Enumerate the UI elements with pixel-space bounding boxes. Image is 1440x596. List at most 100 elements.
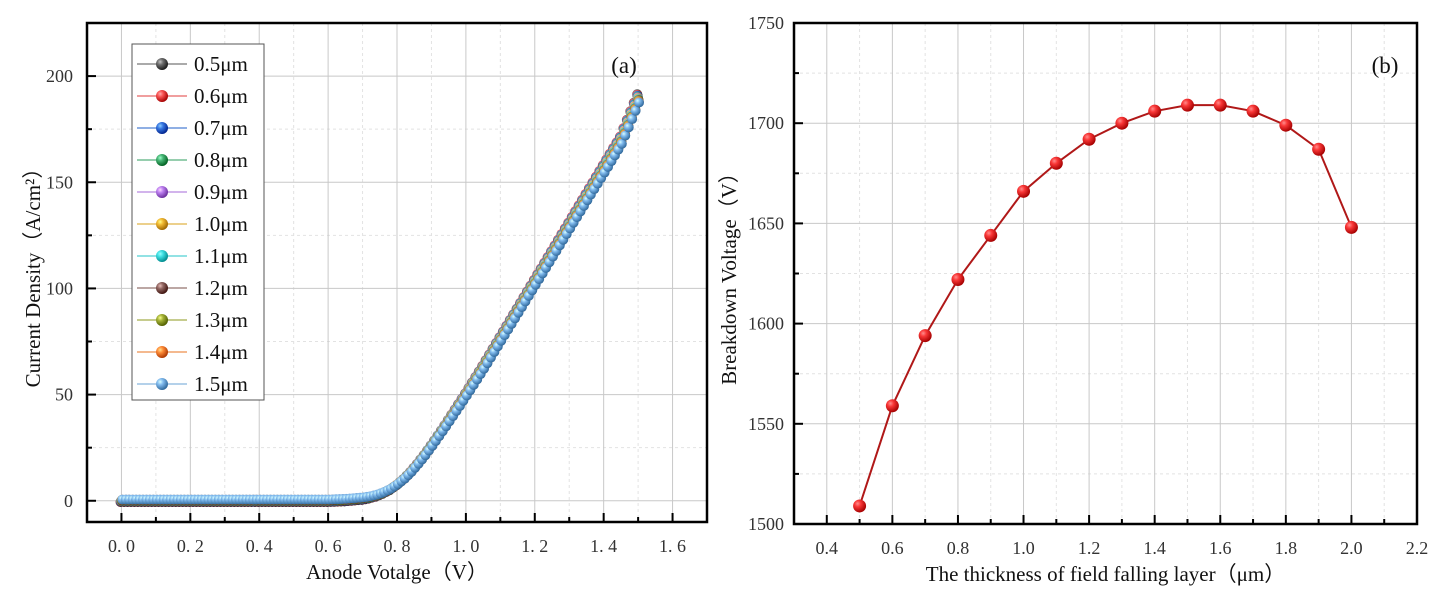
y-tick-label: 100: [46, 278, 73, 298]
y-axis-title: Breakdown Voltage（V）: [717, 162, 741, 385]
y-tick-label: 50: [55, 385, 73, 405]
legend: 0.5μm 0.6μm 0.7μm 0.8μm 0.9μm 1.0μm 1.1μm 1.2μm…: [131, 43, 265, 401]
data-point: [984, 228, 998, 242]
data-point: [1213, 98, 1227, 112]
legend-marker: [156, 250, 168, 262]
data-point: [1312, 142, 1326, 156]
legend-label: 0.8μm: [194, 148, 248, 172]
legend-item: 0.9μm: [137, 180, 248, 204]
x-tick-label: 1.2: [1078, 538, 1101, 558]
legend-label: 1.1μm: [194, 244, 248, 268]
data-point: [853, 499, 867, 513]
data-point: [1017, 184, 1031, 198]
plot-frame: [792, 21, 1419, 526]
y-tick-label: 0: [64, 491, 73, 511]
x-tick-label: 1. 2: [521, 536, 548, 556]
legend-item: 1.4μm: [137, 340, 248, 364]
data-point: [1082, 132, 1096, 146]
x-tick-label: 0.8: [947, 538, 970, 558]
ticks: 0.4 0.6 0.8 1.0 1.2 1.4 1.6 1.8 2.0 2.2 1500 1550 16…: [748, 13, 1429, 558]
x-tick-label: 1.0: [1012, 538, 1035, 558]
x-axis-title: Anode Votalge（V）: [306, 560, 488, 584]
legend-marker: [156, 58, 168, 70]
legend-box: [131, 43, 265, 401]
legend-label: 1.5μm: [194, 372, 248, 396]
y-tick-label: 1600: [748, 314, 784, 334]
series-line: [858, 104, 1353, 507]
x-tick-label: 1.4: [1143, 538, 1166, 558]
chart-a-current-density: 0. 0 0. 2 0. 4 0. 6 0. 8 1. 0 1. 2 1. 4 1. 6 0 50 1…: [21, 21, 709, 584]
x-tick-label: 0. 8: [384, 536, 411, 556]
legend-item: 0.8μm: [137, 148, 248, 172]
legend-item: 1.2μm: [137, 276, 248, 300]
series-group: [115, 89, 645, 507]
x-tick-label: 1. 6: [659, 536, 686, 556]
legend-label: 1.3μm: [194, 308, 248, 332]
legend-marker: [156, 90, 168, 102]
series-breakdown-voltage: [853, 98, 1358, 513]
y-tick-label: 200: [46, 66, 73, 86]
x-axis-title: The thickness of field falling layer（μm）: [926, 562, 1285, 586]
x-tick-label: 1. 0: [452, 536, 479, 556]
y-tick-label: 1500: [748, 514, 784, 534]
data-point: [1344, 220, 1358, 234]
legend-marker: [156, 122, 168, 134]
data-point: [1180, 98, 1194, 112]
x-tick-label: 1.6: [1209, 538, 1232, 558]
data-point: [627, 114, 638, 125]
legend-item: 0.6μm: [137, 84, 248, 108]
legend-label: 0.5μm: [194, 52, 248, 76]
data-point: [1148, 104, 1162, 118]
data-point: [885, 399, 899, 413]
legend-marker: [156, 186, 168, 198]
y-tick-label: 1750: [748, 13, 784, 33]
x-tick-label: 2.0: [1340, 538, 1363, 558]
plot-frame: [85, 21, 709, 524]
y-tick-label: 1700: [748, 113, 784, 133]
data-point: [634, 97, 645, 108]
grid: [793, 22, 1418, 525]
data-point: [623, 122, 634, 133]
x-tick-label: 0. 0: [108, 536, 135, 556]
legend-label: 1.0μm: [194, 212, 248, 236]
data-point: [1115, 116, 1129, 130]
x-tick-label: 0.6: [881, 538, 904, 558]
legend-item: 1.1μm: [137, 244, 248, 268]
legend-marker: [156, 218, 168, 230]
data-point: [1279, 118, 1293, 132]
x-tick-label: 0. 2: [177, 536, 204, 556]
y-tick-label: 1650: [748, 213, 784, 233]
legend-marker: [156, 378, 168, 390]
x-tick-label: 0.4: [816, 538, 839, 558]
series-1.5um: [117, 97, 645, 505]
legend-item: 1.3μm: [137, 308, 248, 332]
ticks: 0. 0 0. 2 0. 4 0. 6 0. 8 1. 0 1. 2 1. 4 1. 6 0 50 1…: [46, 22, 708, 556]
x-tick-label: 1. 4: [590, 536, 617, 556]
data-point: [918, 329, 932, 343]
legend-label: 1.4μm: [194, 340, 248, 364]
legend-item: 1.0μm: [137, 212, 248, 236]
legend-item: 1.5μm: [137, 372, 248, 396]
data-point: [616, 138, 627, 149]
x-tick-label: 0. 4: [246, 536, 273, 556]
data-point: [1246, 104, 1260, 118]
y-tick-label: 150: [46, 172, 73, 192]
legend-item: 0.7μm: [137, 116, 248, 140]
data-point: [630, 105, 641, 116]
y-axis-title: Current Density（A/cm²）: [21, 158, 45, 388]
x-tick-label: 2.2: [1406, 538, 1429, 558]
legend-label: 0.7μm: [194, 116, 248, 140]
x-tick-label: 0. 6: [315, 536, 342, 556]
panel-label: (b): [1372, 53, 1399, 78]
data-point: [1049, 156, 1063, 170]
data-point: [620, 130, 631, 141]
x-tick-label: 1.8: [1275, 538, 1298, 558]
legend-marker: [156, 282, 168, 294]
legend-label: 0.9μm: [194, 180, 248, 204]
legend-marker: [156, 314, 168, 326]
legend-label: 1.2μm: [194, 276, 248, 300]
data-point: [951, 273, 965, 287]
legend-label: 0.6μm: [194, 84, 248, 108]
legend-marker: [156, 154, 168, 166]
panel-label: (a): [611, 53, 637, 78]
